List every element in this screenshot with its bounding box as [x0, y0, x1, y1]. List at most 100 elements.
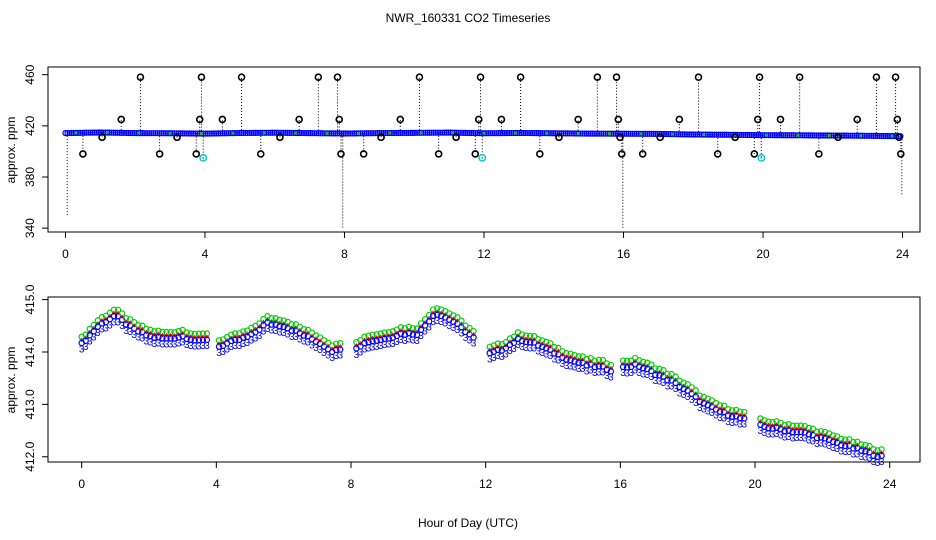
bottom-point-blue: [147, 332, 154, 340]
top-baseline-point: [175, 130, 182, 137]
bottom-point-blue: [716, 408, 724, 415]
top-outlier-point: [476, 73, 485, 82]
top-baseline-point: [288, 129, 295, 137]
top-baseline-point: [160, 130, 167, 137]
bottom-point-blue-3: 3: [317, 345, 323, 356]
top-baseline-point: [219, 130, 226, 137]
top-baseline-point: [95, 129, 103, 136]
top-baseline-green-point: [670, 132, 674, 136]
top-baseline-point: [369, 130, 377, 137]
top-baseline-point: [223, 130, 230, 137]
bottom-point-blue-3: 3: [725, 417, 731, 428]
top-baseline-point: [497, 130, 504, 137]
top-baseline-point: [675, 131, 682, 138]
top-baseline-point: [868, 132, 875, 139]
bottom-point-blue-3: 3: [414, 336, 420, 347]
top-baseline-point: [198, 130, 205, 137]
top-x-tick-label: 24: [896, 247, 910, 261]
top-outlier-point: [536, 150, 544, 158]
bottom-point-blue: [151, 334, 158, 341]
top-cyan-point: [757, 153, 766, 162]
top-baseline-point: [256, 129, 264, 136]
top-baseline-point: [826, 132, 833, 139]
bottom-point-blue-3: 3: [705, 406, 711, 417]
bottom-point-blue-3: 3: [834, 444, 840, 455]
top-baseline-point: [309, 130, 316, 137]
bottom-point-blue-3: 3: [443, 319, 449, 330]
top-outlier-point: [795, 73, 804, 82]
bottom-point-blue: [850, 445, 857, 452]
top-baseline-point: [568, 130, 575, 137]
bottom-point-blue: [785, 427, 792, 434]
top-outlier-point: [117, 115, 126, 124]
top-baseline-point: [430, 129, 437, 136]
top-baseline-point: [342, 130, 349, 137]
bottom-point-blue-3: 3: [556, 355, 562, 366]
top-baseline-point: [110, 129, 117, 136]
top-baseline-point: [154, 130, 161, 137]
top-baseline-point: [759, 132, 766, 139]
top-baseline-point: [861, 132, 868, 139]
bottom-point-blue: [268, 321, 275, 328]
bottom-point-blue-3: 3: [354, 350, 360, 361]
bottom-point-blue: [769, 425, 776, 432]
top-baseline-point: [851, 132, 858, 139]
top-baseline-green-point: [639, 132, 643, 136]
bottom-point-blue-3: 3: [91, 333, 97, 344]
bottom-point-blue: [135, 328, 142, 335]
top-baseline-point: [390, 129, 398, 137]
top-baseline-point: [562, 130, 569, 137]
bottom-point-blue-3: 3: [281, 328, 287, 339]
top-baseline-point: [254, 129, 262, 136]
bottom-point-blue: [728, 413, 736, 420]
bottom-point-blue: [159, 335, 166, 342]
top-baseline-point: [472, 130, 479, 137]
top-baseline-point: [662, 130, 670, 138]
top-x-tick-label: 4: [202, 247, 209, 261]
top-y-tick-label: 340: [23, 218, 37, 238]
top-baseline-point: [351, 130, 358, 137]
top-baseline-green-point: [827, 134, 831, 138]
top-baseline-point: [443, 129, 450, 136]
bottom-point-blue-3: 3: [596, 368, 602, 379]
top-baseline-point: [704, 131, 712, 138]
bottom-point-blue-3: 3: [329, 353, 335, 364]
bottom-point-blue: [551, 350, 558, 357]
bottom-point-blue-3: 3: [447, 321, 453, 332]
bottom-point-blue-3: 3: [624, 369, 630, 380]
top-baseline-point: [786, 132, 793, 139]
bottom-y-axis-title: approx. ppm: [4, 347, 18, 414]
top-baseline-green-point: [388, 131, 392, 135]
top-baseline-point: [499, 130, 506, 137]
top-baseline-point: [367, 130, 375, 137]
top-y-tick-label: 420: [23, 116, 37, 136]
top-baseline-point: [405, 129, 412, 137]
top-baseline-point: [374, 130, 381, 137]
top-baseline-green-point: [294, 131, 298, 135]
bottom-marks: 3333333333333333333333333333333333333333…: [78, 305, 885, 469]
bottom-point-blue-3: 3: [548, 351, 554, 362]
top-baseline-point: [194, 130, 201, 137]
bottom-point-blue: [288, 327, 295, 334]
bottom-point-blue-3: 3: [830, 443, 836, 454]
top-baseline-point: [524, 129, 532, 137]
top-baseline-point: [723, 131, 730, 138]
bottom-point-blue-3: 3: [160, 339, 166, 350]
bottom-x-tick-label: 4: [213, 477, 220, 491]
bottom-point-blue: [377, 336, 384, 344]
top-baseline-point: [876, 132, 883, 140]
bottom-point-blue: [155, 333, 162, 341]
top-baseline-point: [284, 129, 291, 136]
top-baseline-point: [616, 130, 624, 137]
top-baseline-point: [884, 132, 892, 140]
top-baseline-point: [464, 129, 471, 137]
top-baseline-point: [566, 130, 573, 137]
top-baseline-point: [593, 130, 601, 137]
bottom-point-blue: [106, 315, 114, 323]
top-baseline-point: [744, 131, 751, 139]
bottom-point-blue: [781, 427, 788, 435]
bottom-point-blue-3: 3: [758, 426, 764, 437]
bottom-point-blue: [692, 393, 699, 400]
top-baseline-green-point: [451, 131, 455, 135]
top-baseline-point: [587, 130, 594, 137]
